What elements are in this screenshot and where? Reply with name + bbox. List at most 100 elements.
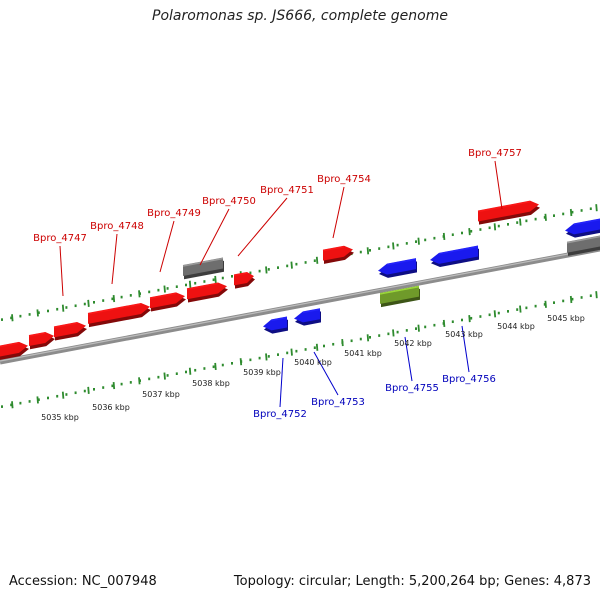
inner-track-dot	[258, 356, 261, 360]
outer-track-dot	[249, 271, 252, 275]
gene-arrow[interactable]	[378, 258, 417, 278]
outer-track-tick	[87, 299, 90, 307]
reverse-gene-label[interactable]: Bpro_4756	[442, 374, 496, 385]
forward-gene-label[interactable]: Bpro_4757	[468, 148, 522, 159]
inner-track-dot	[516, 308, 519, 311]
outer-track-dot	[553, 214, 555, 217]
outer-track-dot	[212, 278, 215, 282]
gene-arrow[interactable]	[0, 341, 29, 361]
inner-track-tick	[112, 382, 116, 390]
gene-arrow[interactable]	[565, 218, 600, 238]
inner-track-dot	[350, 339, 353, 343]
inner-track-tick	[544, 300, 547, 308]
outer-track-tick	[595, 204, 598, 212]
outer-track-dot	[359, 250, 362, 254]
inner-track-dot	[488, 313, 491, 317]
gene-arrow[interactable]	[477, 200, 540, 225]
inner-track-tick	[87, 386, 90, 394]
forward-gene-label[interactable]: Bpro_4751	[260, 185, 314, 196]
outer-track-tick	[366, 247, 370, 255]
gene-arrow[interactable]	[53, 321, 87, 341]
outer-track-dot	[525, 219, 528, 223]
outer-track-dot	[488, 226, 491, 230]
gene-arrow[interactable]	[28, 331, 55, 350]
outer-track-dot	[258, 269, 261, 273]
forward-gene-label[interactable]: Bpro_4747	[33, 233, 87, 244]
inner-track-dot	[212, 365, 215, 369]
forward-gene-label[interactable]: Bpro_4754	[317, 174, 371, 185]
forward-gene-label[interactable]: Bpro_4748	[90, 221, 144, 232]
outer-track-dot	[203, 280, 206, 283]
outer-track-tick	[163, 285, 166, 293]
outer-track-dot	[405, 242, 408, 245]
inner-track-tick	[519, 305, 522, 313]
inner-track-dot	[461, 318, 463, 322]
outer-track-dot	[102, 299, 105, 302]
inner-track-dot	[185, 370, 187, 374]
forward-label-leader	[332, 186, 345, 239]
genome-summary-text: Topology: circular; Length: 5,200,264 bp…	[233, 574, 591, 589]
inner-track-dot	[571, 297, 574, 301]
forward-gene-label[interactable]: Bpro_4749	[147, 208, 201, 219]
outer-track-dot	[148, 290, 151, 294]
inner-dotted-track	[1, 291, 598, 409]
scale-label: 5036 kbp	[92, 403, 130, 412]
outer-track-dot	[470, 229, 473, 233]
gene-arrow[interactable]	[263, 316, 288, 334]
outer-track-dot	[295, 262, 298, 266]
gene-arrow[interactable]	[233, 271, 255, 289]
inner-track-tick	[442, 319, 446, 327]
scale-label: 5040 kbp	[294, 358, 332, 367]
outer-track-dot	[185, 283, 187, 287]
inner-track-dot	[203, 367, 206, 370]
reverse-gene-label[interactable]: Bpro_4755	[385, 383, 439, 394]
outer-track-dot	[221, 276, 224, 280]
inner-track-dot	[120, 382, 123, 386]
inner-track-tick	[315, 343, 319, 351]
inner-track-tick	[468, 315, 471, 323]
scale-label: 5038 kbp	[192, 379, 230, 388]
inner-track-dot	[295, 349, 298, 353]
outer-track-tick	[493, 223, 497, 231]
reverse-gene-label[interactable]: Bpro_4753	[311, 397, 365, 408]
scale-label: 5037 kbp	[142, 390, 180, 399]
outer-track-dot	[313, 259, 316, 263]
outer-track-tick	[392, 242, 395, 250]
outer-track-tick	[188, 280, 192, 288]
outer-track-dot	[304, 261, 307, 264]
outer-track-tick	[544, 213, 547, 221]
gene-arrow[interactable]	[430, 245, 479, 268]
inner-track-dot	[102, 386, 105, 389]
outer-track-tick	[138, 290, 141, 298]
inner-track-dot	[424, 325, 427, 329]
outer-track-tick	[112, 295, 116, 303]
reverse-gene-label[interactable]: Bpro_4752	[253, 409, 307, 420]
inner-track-tick	[138, 377, 141, 385]
inner-track-dot	[286, 351, 289, 355]
outer-track-tick	[519, 218, 522, 226]
outer-track-dot	[387, 245, 390, 249]
outer-track-dot	[415, 240, 417, 243]
reverse-label-leader	[404, 336, 413, 382]
gene-arrow[interactable]	[566, 235, 600, 256]
outer-track-dot	[433, 236, 436, 240]
gene-arrow[interactable]	[149, 292, 186, 312]
gene-arrow[interactable]	[186, 282, 228, 303]
inner-track-tick	[214, 362, 217, 371]
inner-track-dot	[470, 316, 473, 320]
outer-track-dot	[461, 231, 463, 235]
reverse-label-leader	[279, 357, 284, 408]
forward-label-leader	[494, 160, 503, 210]
inner-track-dot	[553, 301, 555, 304]
forward-gene-label[interactable]: Bpro_4750	[202, 196, 256, 207]
inner-track-dot	[148, 377, 151, 381]
gene-arrow[interactable]	[379, 285, 420, 308]
outer-track-dot	[1, 318, 3, 321]
inner-track-dot	[304, 348, 307, 351]
gene-arrow[interactable]	[87, 302, 151, 328]
gene-arrow[interactable]	[322, 245, 354, 264]
gene-arrow[interactable]	[182, 257, 224, 280]
gene-arrow[interactable]	[294, 308, 321, 326]
outer-track-dot	[369, 249, 371, 252]
